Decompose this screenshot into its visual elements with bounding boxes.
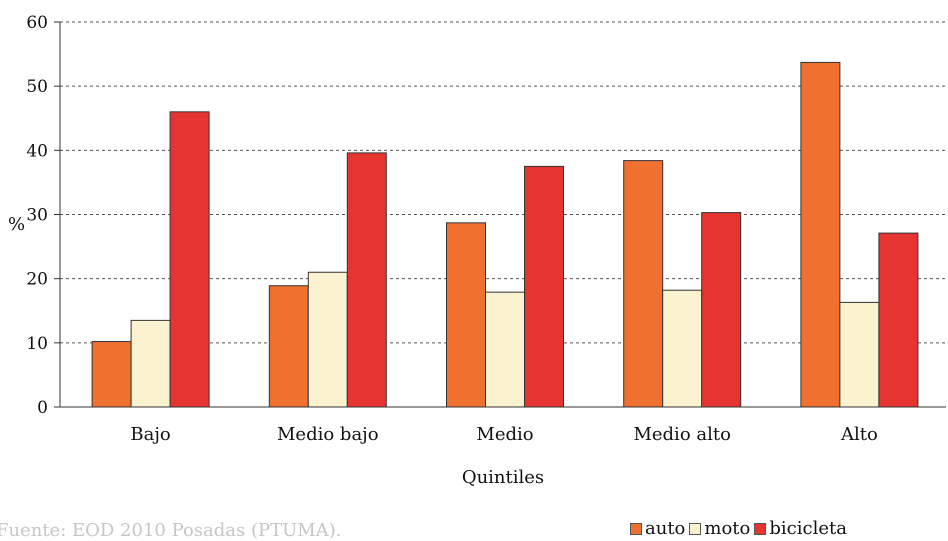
bar-bicicleta <box>170 112 209 407</box>
bars <box>92 62 918 407</box>
legend-label: moto <box>704 518 750 539</box>
x-category-label: Alto <box>840 424 878 445</box>
legend-swatch <box>754 523 766 535</box>
y-tick-label: 10 <box>26 334 48 354</box>
y-tick-label: 0 <box>37 398 48 418</box>
x-category-labels: Bajo Medio bajo Medio Medio alto Alto <box>130 424 877 445</box>
legend-swatch <box>689 523 701 535</box>
x-category-label: Bajo <box>130 424 170 445</box>
bar-auto <box>447 223 486 407</box>
y-axis-label: % <box>8 214 25 235</box>
bar-moto <box>308 272 347 407</box>
y-tick-label: 40 <box>26 141 48 161</box>
legend-label: auto <box>645 518 685 539</box>
legend-item-auto: auto <box>630 518 685 539</box>
bar-moto <box>131 320 170 407</box>
y-tick-label: 30 <box>26 206 48 226</box>
x-category-label: Medio <box>476 424 533 445</box>
bar-moto <box>663 290 702 407</box>
x-category-label: Medio alto <box>633 424 730 445</box>
y-tick-labels: 0 10 20 30 40 50 60 <box>26 13 48 418</box>
bar-moto <box>840 302 879 407</box>
y-tick-label: 50 <box>26 77 48 97</box>
y-tick-label: 20 <box>26 270 48 290</box>
legend-item-bicicleta: bicicleta <box>754 518 847 539</box>
legend-swatch <box>630 523 642 535</box>
x-axis-label: Quintiles <box>462 467 544 488</box>
source-note: Fuente: EOD 2010 Posadas (PTUMA). <box>0 520 341 541</box>
y-tick-label: 60 <box>26 13 48 33</box>
legend-item-moto: moto <box>689 518 750 539</box>
bar-bicicleta <box>702 213 741 407</box>
bar-auto <box>801 62 840 407</box>
legend: auto moto bicicleta <box>630 518 851 539</box>
legend-label: bicicleta <box>769 518 847 539</box>
bar-bicicleta <box>879 233 918 407</box>
x-category-label: Medio bajo <box>277 424 379 445</box>
bar-auto <box>269 286 308 407</box>
bar-bicicleta <box>347 153 386 407</box>
bar-auto <box>624 161 663 407</box>
bar-bicicleta <box>525 166 564 407</box>
bar-auto <box>92 342 131 407</box>
bar-moto <box>486 292 525 407</box>
